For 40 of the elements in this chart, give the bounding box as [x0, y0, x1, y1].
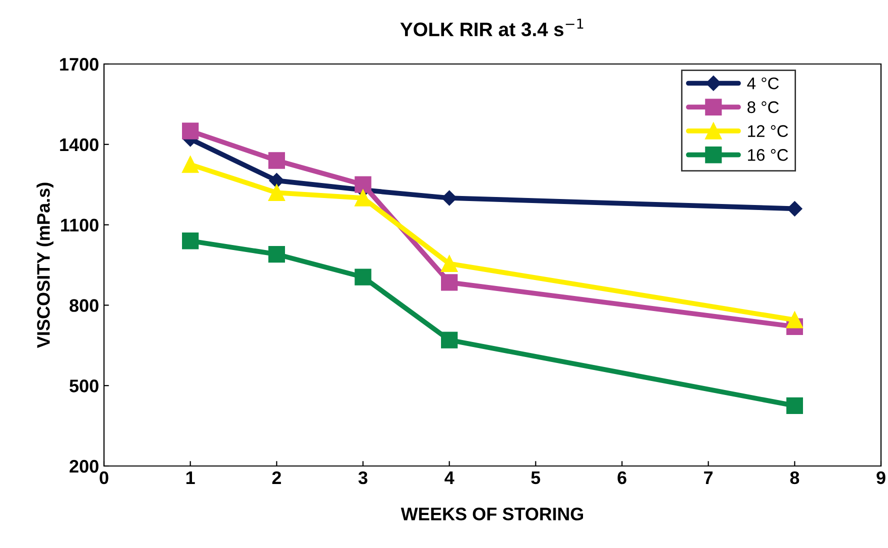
x-axis-title: WEEKS OF STORING	[400, 508, 584, 520]
x-tick-label: 1	[186, 472, 195, 484]
y-tick-label: 200	[70, 460, 98, 473]
point	[182, 156, 199, 173]
point	[354, 268, 372, 286]
point	[268, 152, 285, 169]
x-tick-label: 6	[618, 471, 626, 484]
y-tick-label: 1700	[60, 58, 98, 71]
x-tick-label: 3	[358, 471, 368, 484]
point	[441, 255, 458, 272]
chart-title: YOLK RIR at 3.4 s$^{−1}$	[400, 18, 584, 36]
x-tick-label: 0	[100, 471, 108, 484]
y-tick-label: 500	[70, 380, 98, 392]
legend-label: 4 °C	[747, 77, 779, 90]
y-tick-label: 800	[70, 299, 98, 312]
y-tick-label: 1400	[60, 138, 98, 152]
point	[787, 201, 802, 216]
x-tick-label: 7	[704, 472, 713, 484]
point	[268, 184, 285, 201]
x-tick-label: 5	[531, 472, 540, 484]
point	[786, 397, 803, 414]
x-tick-label: 9	[876, 471, 886, 484]
point	[354, 176, 372, 193]
point	[442, 190, 457, 206]
legend-label: 8 °C	[747, 101, 779, 114]
point	[441, 274, 458, 291]
legend-label: 16 °C	[748, 149, 788, 161]
y-tick-label: 1100	[61, 218, 98, 232]
x-tick-label: 8	[790, 471, 800, 484]
point	[441, 332, 458, 348]
point	[182, 232, 199, 250]
legend-label: 12 °C	[748, 125, 788, 137]
point	[354, 190, 372, 206]
x-tick-label: 2	[272, 471, 281, 484]
point	[268, 246, 285, 263]
x-tick-label: 4	[444, 472, 454, 484]
point	[182, 122, 199, 140]
y-axis-title: VISCOSITY (mPa.s)	[36, 182, 54, 348]
point	[269, 173, 284, 188]
point	[786, 312, 803, 328]
